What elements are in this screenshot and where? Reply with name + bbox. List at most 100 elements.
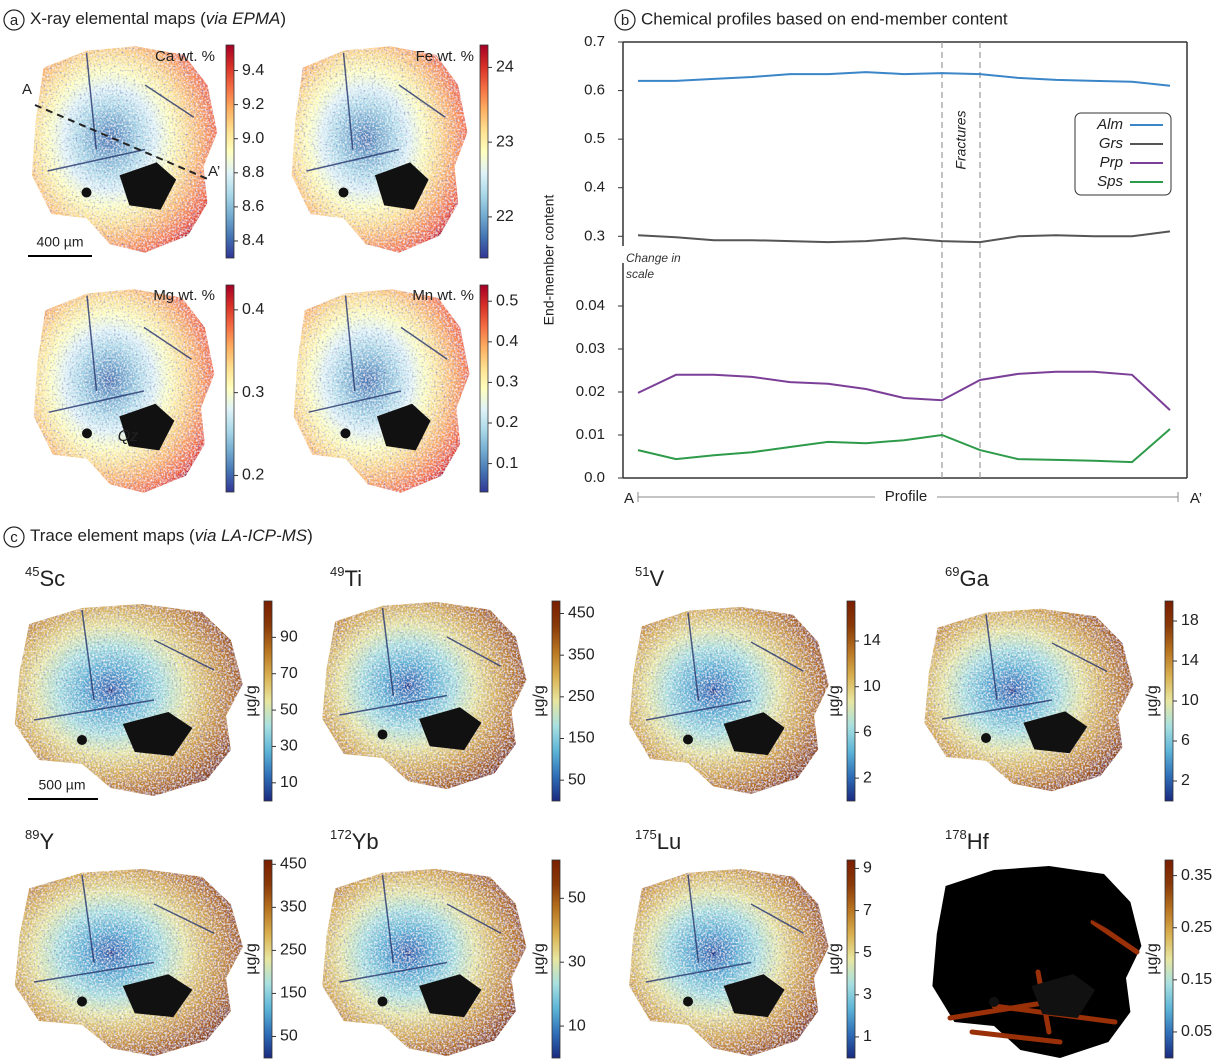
map-title: 49Ti — [330, 564, 362, 590]
colorbar-tick-label: 9.2 — [242, 96, 264, 113]
colorbar — [479, 44, 489, 259]
colorbar-tick-label: 0.25 — [1181, 919, 1212, 936]
colorbar-tick-label: 50 — [280, 701, 298, 718]
colorbar-tick-label: 350 — [568, 646, 595, 663]
map-title: 51V — [635, 564, 664, 590]
colorbar-unit: µg/g — [243, 943, 260, 974]
fracture — [342, 52, 354, 150]
colorbar-tick-label: 23 — [496, 133, 514, 150]
isotope-mass: 49 — [330, 564, 344, 579]
colorbar-tick-label: 0.3 — [496, 374, 518, 391]
section-start: A — [22, 81, 32, 98]
colorbar-tick-label: 150 — [280, 985, 307, 1002]
element-map — [14, 868, 243, 1057]
inclusion — [122, 974, 193, 1018]
y-tick-label: 0.7 — [584, 33, 605, 50]
map-title: 69Ga — [945, 564, 990, 590]
element-map — [291, 46, 468, 253]
element-map — [932, 866, 1142, 1058]
isotope-mass: 89 — [25, 827, 39, 842]
colorbar-tick-label: 10 — [568, 1017, 586, 1034]
fracture — [949, 961, 1061, 983]
fracture — [645, 961, 752, 983]
fracture — [941, 699, 1053, 720]
map-title: Ca wt. % — [155, 48, 215, 65]
panel-title: Trace element maps (via LA-ICP-MS) — [30, 526, 313, 545]
colorbar-tick-label: 0.2 — [496, 414, 518, 431]
panel-title: X-ray elemental maps (via EPMA) — [30, 9, 286, 28]
panel-title-part: ) — [307, 526, 313, 545]
isotope-mass: 172 — [330, 827, 352, 842]
map-title: 172Yb — [330, 827, 379, 853]
fracture — [308, 390, 402, 413]
inclusion — [376, 403, 431, 451]
panel-letter: c — [10, 529, 18, 546]
colorbar — [551, 600, 561, 802]
colorbar-tick-label: 70 — [280, 665, 298, 682]
inclusion — [1023, 711, 1088, 754]
fracture — [86, 295, 98, 392]
fracture — [33, 961, 155, 983]
element-symbol: Ga — [959, 566, 989, 591]
fracture — [85, 52, 97, 150]
series-line — [637, 428, 1171, 464]
element-symbol: Y — [39, 829, 54, 854]
panel-title-part: Trace element maps ( — [30, 526, 195, 545]
colorbar-unit: µg/g — [531, 943, 548, 974]
colorbar-tick-label: 2 — [863, 769, 872, 786]
colorbar-tick-label: 350 — [280, 899, 307, 916]
colorbar-unit: µg/g — [243, 685, 260, 716]
colorbar-tick-label: 0.05 — [1181, 1023, 1212, 1040]
colorbar-tick-label: 7 — [863, 902, 872, 919]
fracture — [750, 641, 804, 672]
fracture — [344, 295, 356, 392]
map-title: 175Lu — [635, 827, 681, 853]
panel-letter-circle — [614, 9, 636, 31]
colorbar-tick-label: 250 — [568, 688, 595, 705]
inclusion — [723, 974, 785, 1018]
annotation-fractures: Fractures — [953, 110, 969, 169]
element-symbol: Hf — [967, 829, 990, 854]
fracture — [993, 871, 1006, 963]
fracture — [306, 148, 400, 172]
legend-box — [1074, 112, 1172, 196]
fracture — [48, 390, 145, 413]
inclusion — [419, 974, 482, 1018]
colorbar-tick-label: 6 — [863, 724, 872, 741]
colorbar-unit: µg/g — [1144, 943, 1161, 974]
element-map — [293, 289, 470, 493]
map-title: Mg wt. % — [153, 287, 215, 304]
colorbar-unit: µg/g — [826, 943, 843, 974]
colorbar-tick-label: 50 — [568, 771, 586, 788]
element-map — [322, 868, 527, 1057]
colorbar-tick-label: 10 — [1181, 692, 1199, 709]
colorbar-tick-label: 250 — [280, 942, 307, 959]
inclusion — [377, 996, 388, 1007]
inclusion — [419, 707, 482, 751]
panel-title-part: ) — [280, 9, 286, 28]
x-start-label: A — [624, 490, 634, 507]
inclusion — [723, 712, 785, 756]
inclusion — [77, 735, 87, 745]
fracture — [687, 874, 700, 963]
element-map — [924, 608, 1134, 792]
series-line — [637, 370, 1171, 411]
y-axis-label: End-member content — [541, 195, 557, 326]
element-symbol: Lu — [657, 829, 681, 854]
element-symbol: Ti — [344, 566, 362, 591]
y-tick-label: 0.01 — [576, 426, 605, 443]
fracture — [446, 636, 502, 667]
map-title: 89Y — [25, 827, 54, 853]
colorbar-tick-label: 450 — [280, 856, 307, 873]
fracture — [81, 609, 95, 701]
fracture — [144, 84, 195, 118]
colorbar-tick-label: 0.1 — [496, 455, 518, 472]
colorbar-tick-label: 5 — [863, 944, 872, 961]
hf-vein — [969, 1029, 1063, 1045]
fracture — [446, 903, 502, 934]
inclusion — [122, 712, 193, 756]
fracture — [153, 639, 215, 671]
colorbar-tick-label: 0.3 — [242, 384, 264, 401]
fracture — [81, 874, 95, 963]
